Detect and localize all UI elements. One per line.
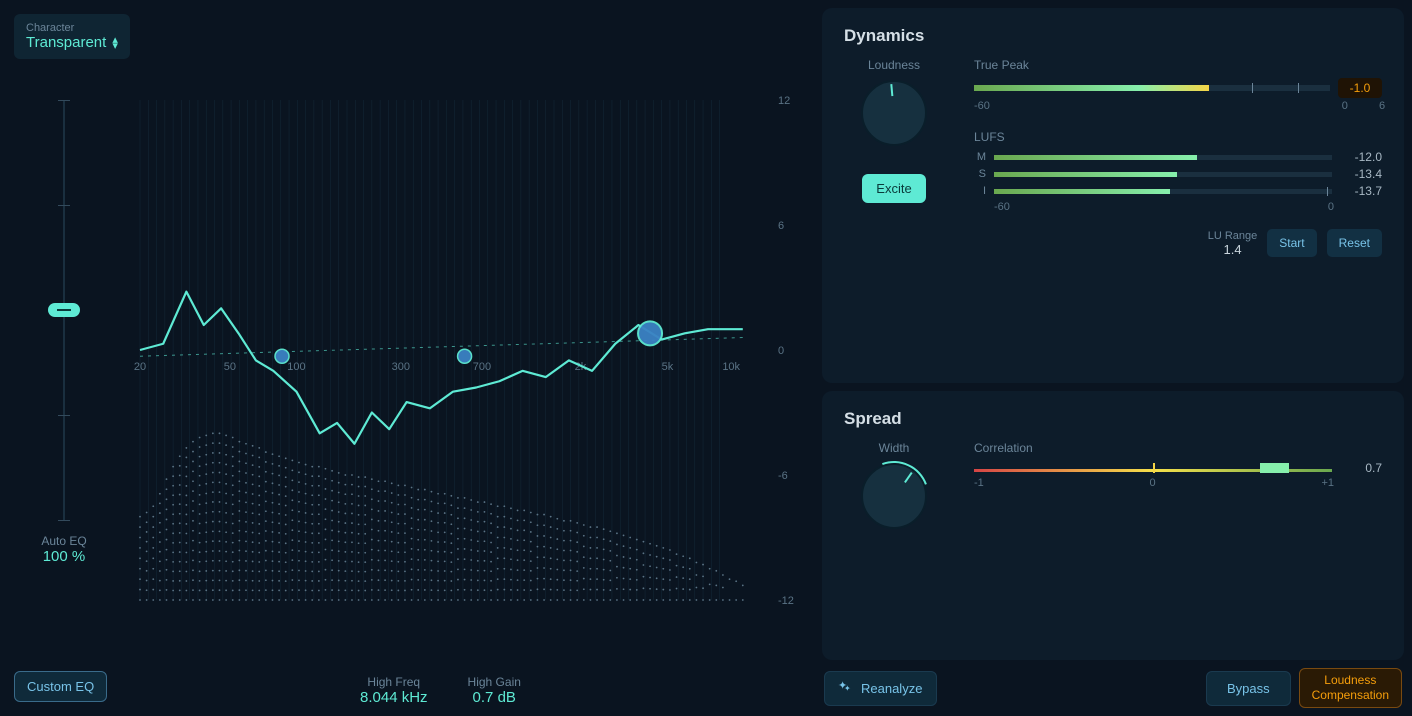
- svg-text:50: 50: [224, 361, 236, 373]
- width-knob[interactable]: [861, 463, 927, 529]
- lufs-prefix: M: [974, 151, 986, 163]
- character-value-text: Transparent: [26, 34, 106, 51]
- svg-text:-6: -6: [778, 470, 788, 482]
- lufs-value: -13.4: [1340, 167, 1382, 181]
- bypass-button[interactable]: Bypass: [1206, 671, 1291, 706]
- spread-panel: Spread Width Correlation 0.7: [822, 391, 1404, 660]
- svg-text:20: 20: [134, 361, 146, 373]
- svg-text:100: 100: [287, 361, 305, 373]
- action-bar: Reanalyze Bypass Loudness Compensation: [822, 668, 1404, 708]
- character-value: Transparent ▴▾: [26, 34, 118, 51]
- loudness-label: Loudness: [868, 58, 920, 72]
- readouts: High Freq 8.044 kHz High Gain 0.7 dB: [360, 675, 521, 706]
- reset-button[interactable]: Reset: [1327, 229, 1382, 257]
- svg-text:0: 0: [778, 345, 784, 357]
- sparkle-icon: [839, 681, 853, 695]
- true-peak-value: -1.0: [1338, 78, 1382, 98]
- eq-area: Auto EQ 100 % 1260-6-1220501003007002k5k…: [30, 80, 800, 640]
- correlation-bar: [974, 463, 1332, 473]
- width-label: Width: [879, 441, 910, 455]
- eq-node[interactable]: [638, 321, 662, 345]
- loudness-knob-col: Loudness Excite: [844, 58, 944, 257]
- true-peak-bar: [974, 85, 1330, 91]
- correlation-marker: [1153, 463, 1155, 473]
- loudcomp-l2: Compensation: [1312, 688, 1389, 702]
- chevrons-icon: ▴▾: [112, 37, 118, 49]
- svg-text:300: 300: [392, 361, 410, 373]
- correlation-scale: -10+1: [974, 477, 1382, 489]
- svg-text:700: 700: [473, 361, 491, 373]
- high-freq-label: High Freq: [360, 675, 428, 689]
- high-freq-value: 8.044 kHz: [360, 689, 428, 706]
- excite-button[interactable]: Excite: [862, 174, 925, 203]
- high-gain-value: 0.7 dB: [468, 689, 521, 706]
- lu-range: LU Range 1.4: [1208, 230, 1258, 257]
- high-gain-label: High Gain: [468, 675, 521, 689]
- spread-title: Spread: [844, 409, 1382, 429]
- character-dropdown[interactable]: Character Transparent ▴▾: [14, 14, 130, 59]
- auto-eq-thumb[interactable]: [48, 303, 80, 317]
- lufs-bar: [994, 189, 1332, 194]
- auto-eq-label: Auto EQ: [41, 534, 86, 548]
- eq-node[interactable]: [275, 349, 289, 363]
- lufs-value: -13.7: [1340, 184, 1382, 198]
- eq-node[interactable]: [458, 349, 472, 363]
- lufs-prefix: S: [974, 168, 986, 180]
- lufs-row: M -12.0: [974, 150, 1382, 164]
- lufs-bar: [994, 155, 1332, 160]
- loudcomp-l1: Loudness: [1324, 673, 1376, 687]
- meters-col: True Peak -1.0 -6006 LUFS M -12.0: [974, 58, 1382, 257]
- character-label: Character: [26, 22, 118, 34]
- loudness-compensation-button[interactable]: Loudness Compensation: [1299, 668, 1402, 708]
- svg-text:-12: -12: [778, 595, 794, 607]
- lufs-meter: LUFS M -12.0 S -13.4 I -13.7 -600: [974, 130, 1382, 213]
- svg-text:12: 12: [778, 95, 790, 107]
- lu-range-value: 1.4: [1208, 242, 1258, 257]
- lu-range-label: LU Range: [1208, 230, 1258, 242]
- auto-eq-track[interactable]: [63, 100, 65, 520]
- lufs-prefix: I: [974, 185, 986, 197]
- lufs-row: S -13.4: [974, 167, 1382, 181]
- auto-eq-slider[interactable]: Auto EQ 100 %: [30, 100, 98, 565]
- dynamics-panel: Dynamics Loudness Excite True Peak -: [822, 8, 1404, 383]
- lufs-bar: [994, 172, 1332, 177]
- correlation-block: [1260, 463, 1289, 473]
- true-peak-label: True Peak: [974, 58, 1382, 72]
- true-peak-meter: True Peak -1.0 -6006: [974, 58, 1382, 114]
- eq-graph[interactable]: 1260-6-1220501003007002k5k10k: [110, 80, 800, 640]
- svg-text:6: 6: [778, 220, 784, 232]
- dynamics-title: Dynamics: [844, 26, 1382, 46]
- correlation-value: 0.7: [1340, 461, 1382, 475]
- width-knob-col: Width: [844, 441, 944, 529]
- svg-text:5k: 5k: [662, 361, 674, 373]
- high-gain-readout: High Gain 0.7 dB: [468, 675, 521, 706]
- lufs-label: LUFS: [974, 130, 1382, 144]
- loudness-knob[interactable]: [861, 80, 927, 146]
- svg-text:10k: 10k: [722, 361, 740, 373]
- high-freq-readout: High Freq 8.044 kHz: [360, 675, 428, 706]
- right-panel: Dynamics Loudness Excite True Peak -: [822, 0, 1412, 716]
- auto-eq-value: 100 %: [43, 548, 86, 565]
- custom-eq-button[interactable]: Custom EQ: [14, 671, 107, 702]
- lufs-row: I -13.7: [974, 184, 1382, 198]
- start-button[interactable]: Start: [1267, 229, 1316, 257]
- left-panel: Character Transparent ▴▾ Auto EQ 100 % 1…: [0, 0, 822, 716]
- reanalyze-label: Reanalyze: [861, 681, 922, 696]
- correlation-label: Correlation: [974, 441, 1382, 455]
- reanalyze-button[interactable]: Reanalyze: [824, 671, 937, 706]
- correlation-col: Correlation 0.7 -10+1: [974, 441, 1382, 529]
- lufs-value: -12.0: [1340, 150, 1382, 164]
- lufs-scale: -600: [974, 201, 1382, 213]
- true-peak-scale: -6006: [974, 100, 1382, 114]
